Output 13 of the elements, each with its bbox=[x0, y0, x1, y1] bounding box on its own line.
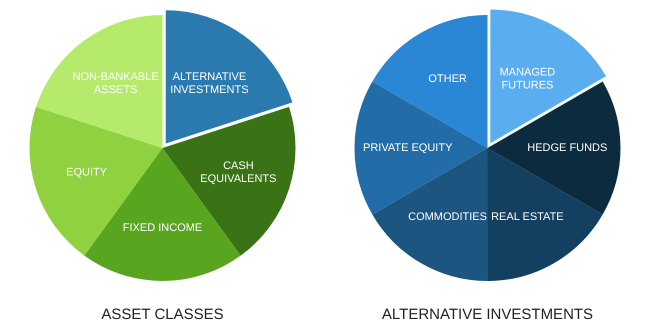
slice-label: REAL ESTATE bbox=[491, 211, 564, 224]
slice-label: ALTERNATIVE INVESTMENTS bbox=[170, 70, 249, 96]
slice-label: PRIVATE EQUITY bbox=[362, 142, 454, 154]
slice-label: HEDGE FUNDS bbox=[527, 142, 608, 154]
slice-label: CASH EQUIVALENTS bbox=[200, 160, 277, 186]
slice-label: FIXED INCOME bbox=[122, 222, 202, 234]
text: ASSET CLASSES bbox=[101, 306, 224, 324]
slice-label: MANAGED FUTURES bbox=[500, 66, 556, 92]
slice-label: EQUITY bbox=[66, 166, 108, 179]
slice-label: OTHER bbox=[428, 72, 467, 85]
slice-label: COMMODITIES bbox=[408, 211, 487, 224]
text: ALTERNATIVE INVESTMENTS bbox=[382, 306, 594, 324]
slice-label: NON-BANKABLE ASSETS bbox=[72, 70, 159, 96]
